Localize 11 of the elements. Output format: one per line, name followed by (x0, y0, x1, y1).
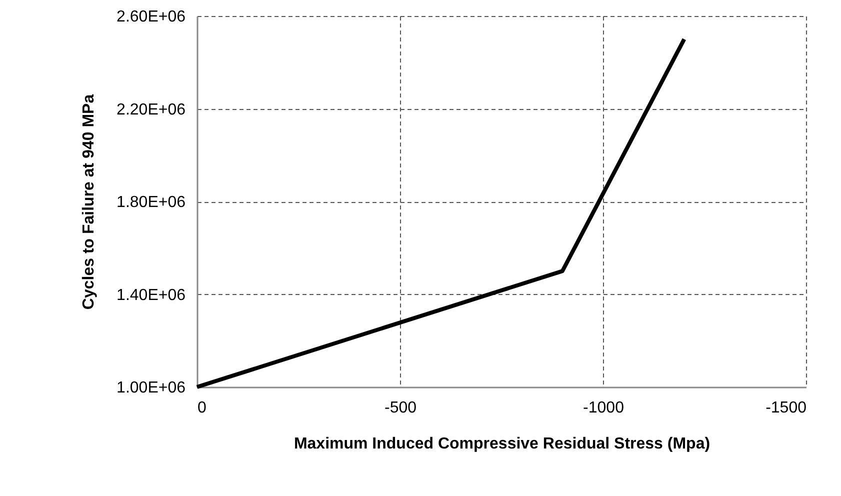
x-tick-label: -1000 (583, 400, 624, 416)
x-tick-label: -500 (384, 400, 417, 416)
y-tick-label: 1.80E+06 (116, 194, 186, 211)
x-tick-label: -1500 (766, 400, 807, 416)
y-tick-label: 1.40E+06 (116, 286, 186, 304)
y-tick-label: 2.60E+06 (116, 8, 186, 26)
y-tick-label: 2.20E+06 (116, 101, 186, 118)
y-tick-label: 1.00E+06 (116, 380, 186, 396)
y-axis-title: Cycles to Failure at 940 MPa (80, 94, 98, 310)
x-tick-label: 0 (198, 400, 206, 416)
x-axis-title: Maximum Induced Compressive Residual Stress (Mpa) (294, 436, 710, 452)
